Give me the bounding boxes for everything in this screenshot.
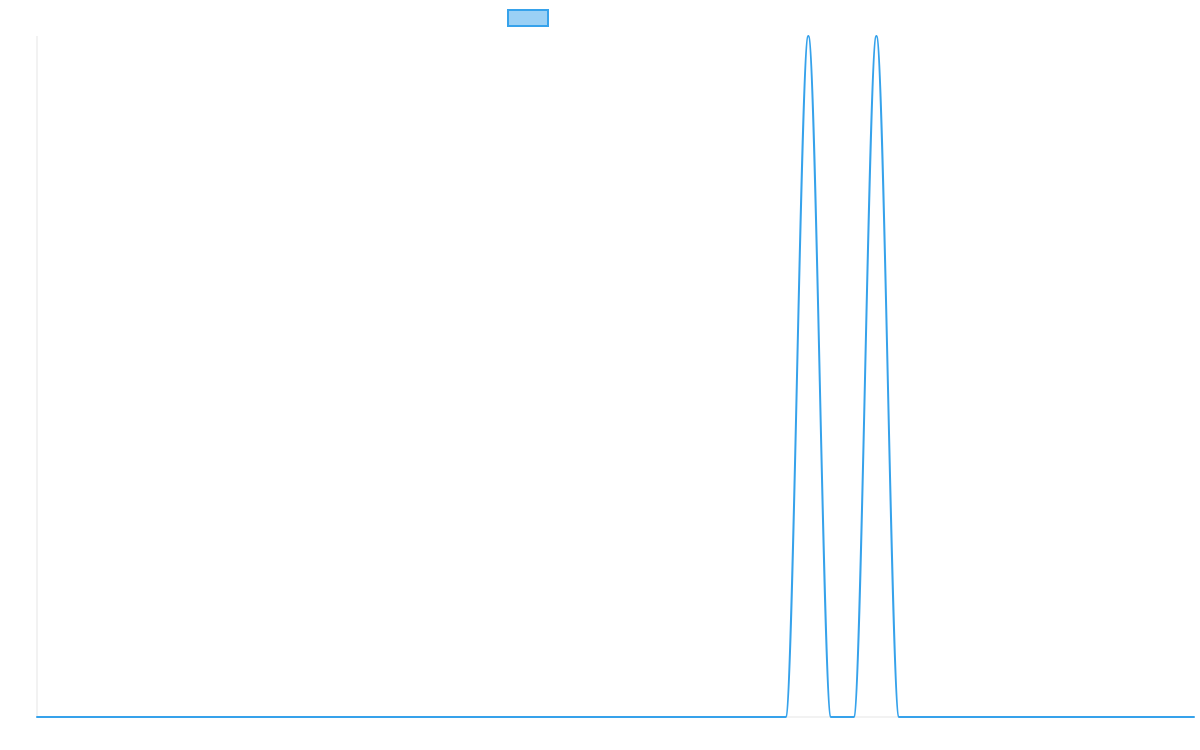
data-point[interactable]	[510, 714, 516, 720]
data-point[interactable]	[306, 714, 312, 720]
data-point[interactable]	[647, 714, 653, 720]
data-point[interactable]	[442, 714, 448, 720]
data-point[interactable]	[374, 714, 380, 720]
data-point[interactable]	[873, 33, 879, 39]
legend[interactable]	[507, 9, 549, 27]
data-point[interactable]	[79, 714, 85, 720]
data-point[interactable]	[624, 714, 630, 720]
legend-swatch[interactable]	[507, 9, 549, 27]
data-point[interactable]	[1191, 714, 1197, 720]
series-line-0	[36, 35, 1195, 719]
data-point[interactable]	[57, 714, 63, 720]
data-point[interactable]	[533, 714, 539, 720]
data-point[interactable]	[783, 714, 789, 720]
data-point[interactable]	[715, 714, 721, 720]
data-point[interactable]	[1146, 714, 1152, 720]
data-point[interactable]	[1168, 714, 1174, 720]
data-point[interactable]	[1078, 714, 1084, 720]
data-point[interactable]	[238, 714, 244, 720]
data-point[interactable]	[737, 714, 743, 720]
data-point[interactable]	[601, 714, 607, 720]
data-point[interactable]	[692, 714, 698, 720]
data-point[interactable]	[170, 714, 176, 720]
data-point[interactable]	[284, 714, 290, 720]
data-point[interactable]	[828, 714, 834, 720]
data-point[interactable]	[1055, 714, 1061, 720]
data-point[interactable]	[941, 714, 947, 720]
data-point[interactable]	[1010, 714, 1016, 720]
data-point[interactable]	[578, 714, 584, 720]
data-point[interactable]	[987, 714, 993, 720]
data-point[interactable]	[102, 714, 108, 720]
data-point[interactable]	[669, 714, 675, 720]
data-point[interactable]	[1100, 714, 1106, 720]
data-point[interactable]	[352, 714, 358, 720]
series-layer	[34, 33, 1197, 720]
data-point[interactable]	[420, 714, 426, 720]
data-point[interactable]	[805, 33, 811, 39]
data-point[interactable]	[125, 714, 131, 720]
data-point[interactable]	[465, 714, 471, 720]
data-point[interactable]	[556, 714, 562, 720]
data-point[interactable]	[397, 714, 403, 720]
data-point[interactable]	[261, 714, 267, 720]
data-point[interactable]	[851, 714, 857, 720]
data-point[interactable]	[760, 714, 766, 720]
data-point[interactable]	[488, 714, 494, 720]
data-point[interactable]	[1123, 714, 1129, 720]
data-point[interactable]	[215, 714, 221, 720]
data-point[interactable]	[1032, 714, 1038, 720]
data-point[interactable]	[896, 714, 902, 720]
data-point[interactable]	[34, 714, 40, 720]
data-point[interactable]	[919, 714, 925, 720]
data-point[interactable]	[147, 714, 153, 720]
data-point[interactable]	[964, 714, 970, 720]
data-point[interactable]	[329, 714, 335, 720]
data-point[interactable]	[193, 714, 199, 720]
